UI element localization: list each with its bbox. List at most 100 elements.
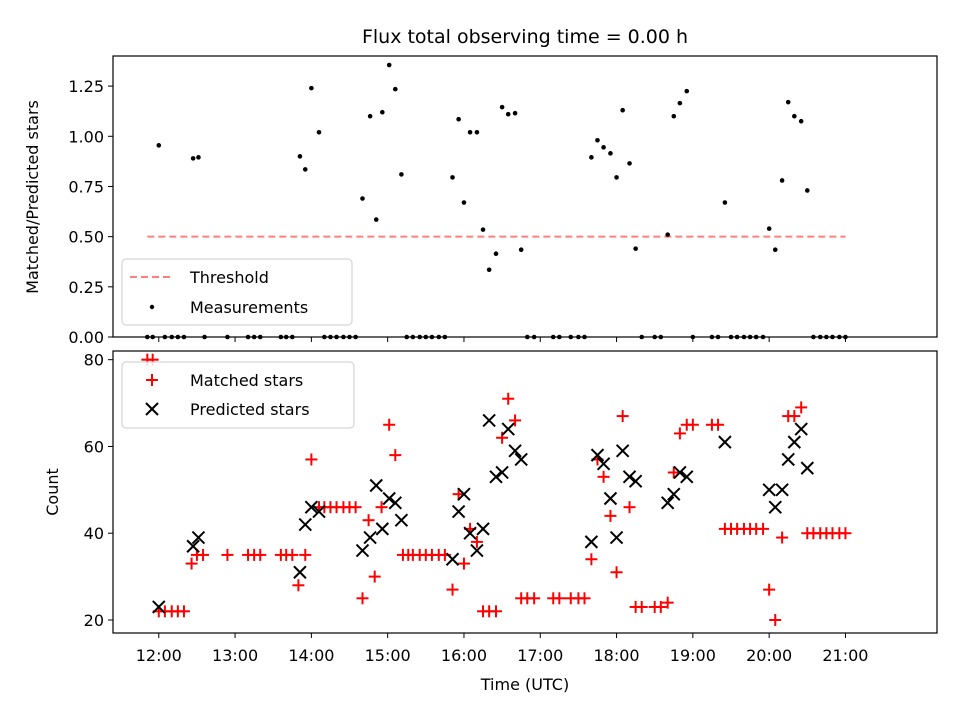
predicted-star-marker (388, 496, 403, 510)
predicted-star-marker (622, 470, 637, 484)
predicted-star-marker (660, 496, 675, 510)
matched-star-marker (553, 592, 566, 605)
top-y-tick-label: 0.75 (68, 177, 104, 196)
predicted-star-marker (312, 504, 326, 519)
chart-title: Flux total observing time = 0.00 h (362, 26, 688, 48)
measurement-point (380, 109, 385, 115)
matched-star-marker (509, 414, 522, 427)
measurement-point (671, 113, 677, 119)
measurement-point (665, 232, 670, 237)
x-tick-label: 17:00 (517, 646, 563, 665)
matched-star-marker (292, 579, 305, 592)
predicted-star-marker (768, 500, 782, 514)
predicted-star-marker (718, 435, 732, 449)
predicted-star-marker (495, 465, 509, 480)
predicted-star-marker (369, 478, 383, 493)
matched-star-marker (528, 592, 541, 605)
bottom-legend-box (121, 361, 355, 429)
measurement-point (614, 175, 619, 180)
measurement-point (480, 227, 486, 232)
predicted-star-marker (186, 539, 200, 553)
matched-star-marker (502, 392, 515, 405)
x-tick-label: 21:00 (822, 646, 868, 665)
legend-measurements-swatch (149, 304, 155, 310)
measurement-point (766, 226, 772, 231)
predicted-star-marker (298, 517, 312, 532)
legend-matched-swatch (146, 374, 158, 386)
matched-star-marker (667, 466, 680, 479)
top-y-tick-label: 1.00 (68, 127, 104, 146)
top-legend-box (121, 258, 353, 326)
predicted-star-marker (355, 543, 370, 558)
measurement-point (772, 247, 778, 252)
measurement-point (360, 196, 365, 201)
x-tick-label: 20:00 (746, 646, 792, 665)
top-legend: Threshold Measurements (121, 258, 353, 326)
measurement-point (467, 129, 473, 135)
measurement-point (722, 200, 728, 205)
predicted-star-marker (667, 487, 681, 501)
predicted-star-marker (781, 452, 795, 467)
bottom-y-tick-label: 20 (84, 611, 104, 630)
legend-matched-label: Matched stars (190, 371, 303, 390)
matched-star-marker (610, 566, 623, 579)
matched-star-marker (686, 418, 699, 431)
measurement-point (804, 188, 810, 193)
measurement-point (474, 129, 480, 135)
predicted-star-marker (680, 470, 694, 484)
predicted-star-marker (501, 422, 515, 436)
matched-star-marker (578, 592, 591, 605)
matched-star-marker (839, 527, 852, 540)
predicted-star-marker (482, 413, 496, 428)
measurement-point (620, 107, 625, 113)
measurement-point (633, 246, 638, 251)
measurement-point (589, 155, 594, 160)
matched-star-marker (221, 548, 234, 561)
bottom-y-tick-label: 80 (84, 351, 104, 370)
measurement-point (456, 116, 461, 122)
x-tick-label: 16:00 (441, 646, 487, 665)
predicted-star-marker (375, 522, 390, 536)
measurement-point (450, 175, 455, 180)
predicted-star-marker (800, 461, 815, 475)
matched-star-marker (286, 548, 299, 561)
legend-measurements-label: Measurements (190, 298, 308, 317)
matched-star-marker (712, 418, 725, 431)
matched-star-marker (305, 453, 318, 466)
matched-star-marker (661, 596, 674, 609)
measurement-point (156, 143, 162, 148)
predicted-star-marker (470, 543, 484, 558)
matched-star-marker (197, 548, 210, 561)
predicted-star-marker (382, 491, 396, 506)
measurement-point (785, 99, 791, 105)
matched-star-marker (177, 605, 190, 618)
bottom-axis-ticks: 20 40 60 80 12:00 13:00 14:00 15:00 16:00 17:00 18… (84, 351, 869, 665)
measurement-point (297, 154, 303, 159)
measurement-point (190, 156, 196, 161)
x-axis-label: Time (UTC) (480, 675, 569, 694)
matched-star-marker (795, 401, 808, 414)
predicted-star-marker (152, 600, 166, 614)
measurement-point (792, 113, 797, 119)
measurement-point (512, 110, 518, 116)
measurement-point (684, 88, 690, 94)
matched-star-marker (470, 535, 483, 548)
predicted-star-marker (762, 483, 776, 497)
top-panel: Flux total observing time = 0.00 h 0.000… (23, 26, 938, 347)
top-y-tick-label: 1.25 (68, 77, 104, 96)
predicted-star-marker (476, 522, 490, 536)
predicted-star-marker (590, 448, 605, 462)
predicted-star-marker (584, 535, 599, 549)
bottom-y-axis-label: Count (43, 468, 62, 516)
measurement-point (309, 85, 314, 91)
matched-star-marker (597, 470, 610, 483)
top-plot-frame (112, 55, 938, 338)
x-tick-label: 15:00 (365, 646, 411, 665)
predicted-star-marker (628, 474, 643, 488)
x-tick-label: 18:00 (594, 646, 640, 665)
predicted-star-marker (489, 470, 503, 484)
matched-star-marker (389, 449, 402, 462)
measurement-point (302, 167, 308, 172)
predicted-star-marker (463, 526, 477, 540)
